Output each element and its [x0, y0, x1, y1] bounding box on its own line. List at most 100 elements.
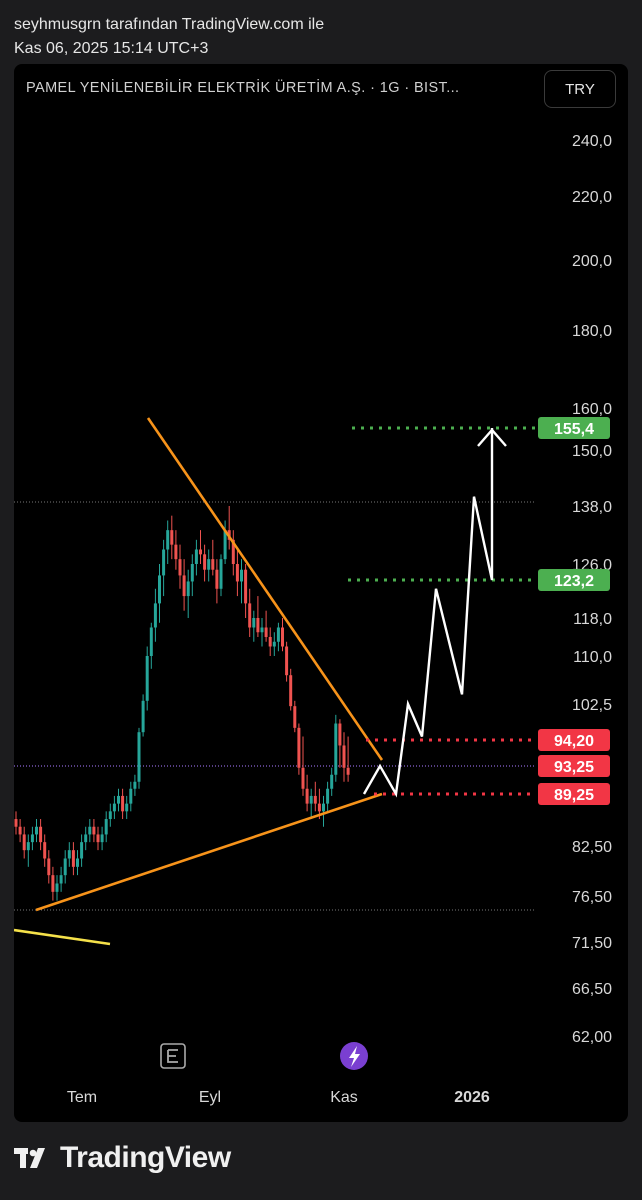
candle-body [166, 530, 170, 550]
y-tick-label: 82,50 [572, 839, 612, 856]
candle [293, 700, 297, 733]
candle-body [18, 826, 22, 835]
candle [326, 781, 330, 812]
candle [301, 736, 305, 796]
candle [43, 834, 47, 867]
chart-panel: 240,0 220,0 200,0 180,0 160,0 150,0 138,0 126,0… [14, 64, 628, 1122]
candle [252, 610, 256, 642]
candle [342, 732, 346, 782]
candle [256, 596, 260, 637]
candle-body [14, 819, 18, 827]
candle-body [137, 732, 141, 782]
candle-body [39, 826, 43, 843]
candle [76, 850, 79, 876]
y-tick-label: 71,50 [572, 935, 612, 952]
earnings-event-icon[interactable] [160, 1043, 186, 1069]
candle-body [22, 834, 26, 851]
candle [231, 530, 235, 576]
candle-body [71, 850, 75, 867]
candle-body [30, 834, 34, 843]
y-tick-label: 160,0 [572, 401, 612, 418]
candle-body [170, 530, 174, 545]
candle [240, 559, 243, 604]
candle-body [203, 554, 207, 570]
candle [178, 544, 182, 589]
candle-body [199, 549, 202, 555]
price-label-text: 155,4 [554, 421, 594, 438]
candle [84, 826, 88, 851]
candle-body [256, 618, 260, 633]
candle [59, 866, 63, 892]
candle-body [194, 549, 198, 564]
candle [88, 819, 92, 843]
candle-body [317, 803, 321, 812]
candle [67, 842, 71, 867]
candle-body [334, 723, 338, 775]
candle-body [281, 627, 284, 647]
candle-body [76, 858, 79, 867]
candle [285, 641, 289, 682]
price-label-text: 123,2 [554, 573, 594, 590]
candle-body [338, 723, 342, 746]
candle [309, 788, 313, 820]
candle-body [108, 811, 112, 820]
candle-body [252, 618, 256, 628]
lightning-event-icon[interactable] [340, 1042, 368, 1070]
projection-path [362, 428, 494, 798]
price-label-box [538, 417, 610, 439]
candle-body [158, 575, 161, 604]
price-chart[interactable]: 240,0220,0200,0180,0160,0150,0138,0126,0… [14, 64, 628, 1122]
candle [174, 530, 178, 570]
price-label-box [538, 729, 610, 751]
candle [313, 781, 317, 812]
price-label: 123,2 [538, 569, 610, 591]
y-tick-label: 118,0 [573, 611, 612, 628]
candle-body [178, 559, 182, 576]
candle [133, 774, 137, 796]
candle-body [80, 842, 84, 859]
candle-body [149, 627, 153, 656]
candle-body [268, 637, 272, 647]
candle-body [313, 795, 317, 804]
candle [223, 520, 227, 564]
price-label-box [538, 569, 610, 591]
timestamp-line: Kas 06, 2025 15:14 UTC+3 [14, 40, 209, 57]
candle [182, 559, 186, 611]
candle-body [346, 767, 350, 775]
candle-body [96, 834, 100, 843]
candle [100, 826, 104, 851]
price-label-box [538, 755, 610, 777]
candle [63, 850, 67, 884]
price-label-text: 94,20 [554, 733, 594, 750]
candle-body [133, 781, 137, 789]
x-tick-label: Eyl [199, 1089, 221, 1106]
candle-body [182, 575, 186, 597]
candle-body [67, 850, 71, 859]
candle [149, 622, 153, 669]
candle [211, 539, 215, 576]
candle [330, 767, 334, 796]
candle [346, 736, 350, 782]
candle [268, 627, 272, 656]
candle [26, 834, 30, 867]
candle [272, 632, 276, 656]
candle-body [260, 627, 264, 633]
candle-body [112, 803, 116, 812]
candle-body [121, 795, 125, 812]
symbol-title[interactable]: PAMEL YENİLENEBİLİR ELEKTRİK ÜRETİM A.Ş.… [26, 80, 460, 96]
candle-body [305, 788, 309, 804]
candle [199, 530, 202, 564]
candle-body [55, 883, 59, 892]
candle-body [117, 795, 120, 804]
candle [289, 668, 293, 711]
candle [121, 788, 125, 820]
price-label-box [538, 783, 610, 805]
y-tick-label: 76,50 [572, 889, 612, 906]
currency-button[interactable]: TRY [544, 70, 616, 108]
price-label: 93,25 [538, 755, 610, 777]
candle [219, 554, 223, 597]
y-tick-label: 102,5 [572, 697, 612, 714]
candle [153, 588, 157, 642]
candle-body [223, 530, 227, 560]
candle [104, 811, 108, 843]
